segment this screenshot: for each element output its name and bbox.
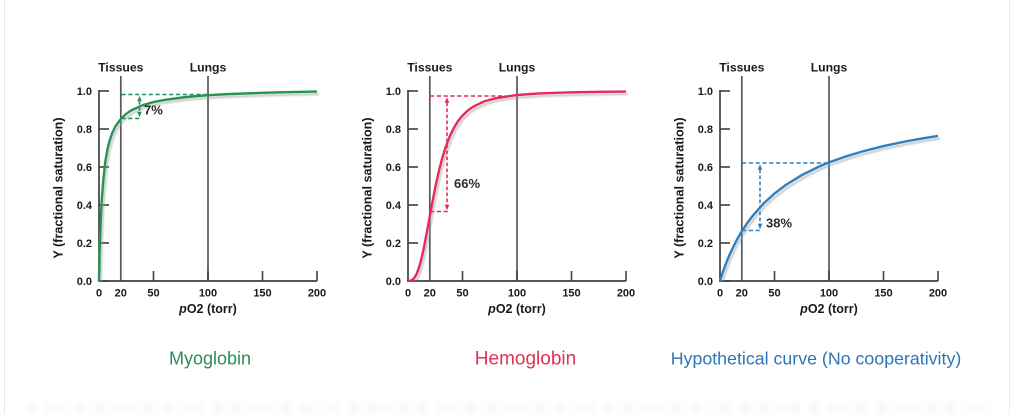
svg-text:0.8: 0.8 [698,124,713,136]
svg-text:0.4: 0.4 [77,200,93,212]
svg-text:1.0: 1.0 [386,86,401,98]
svg-text:0.6: 0.6 [77,162,92,174]
svg-text:Y (fractional saturation): Y (fractional saturation) [673,117,687,258]
svg-text:50: 50 [768,288,780,300]
svg-text:7%: 7% [144,103,163,118]
svg-text:0.2: 0.2 [698,238,713,250]
svg-text:Lungs: Lungs [499,61,536,75]
svg-text:Lungs: Lungs [811,61,848,75]
svg-text:20: 20 [424,288,436,300]
svg-text:1.0: 1.0 [77,86,92,98]
svg-text:Y (fractional saturation): Y (fractional saturation) [52,117,66,258]
svg-text:0.0: 0.0 [386,276,401,288]
svg-text:150: 150 [562,288,580,300]
svg-text:Lungs: Lungs [190,61,227,75]
svg-text:pO2 (torr): pO2 (torr) [799,302,858,316]
svg-text:Tissues: Tissues [719,61,764,75]
svg-text:0.2: 0.2 [77,238,92,250]
svg-text:0.6: 0.6 [698,162,713,174]
svg-text:Hypothetical curve (No coopera: Hypothetical curve (No cooperativity) [671,349,962,369]
svg-text:0.2: 0.2 [386,238,401,250]
svg-text:pO2 (torr): pO2 (torr) [178,302,237,316]
svg-text:0: 0 [717,288,723,300]
svg-text:0.0: 0.0 [77,276,92,288]
svg-text:0: 0 [96,288,102,300]
svg-text:0.4: 0.4 [698,200,714,212]
svg-text:100: 100 [199,288,217,300]
svg-text:1.0: 1.0 [698,86,713,98]
svg-text:66%: 66% [454,176,480,191]
svg-text:50: 50 [147,288,159,300]
svg-text:20: 20 [736,288,748,300]
svg-text:Tissues: Tissues [407,61,452,75]
svg-text:0.8: 0.8 [386,124,401,136]
svg-text:0.8: 0.8 [77,124,92,136]
svg-text:200: 200 [617,288,635,300]
svg-text:200: 200 [308,288,326,300]
svg-text:0.4: 0.4 [386,200,402,212]
svg-text:Tissues: Tissues [98,61,143,75]
svg-text:Myoglobin: Myoglobin [169,349,251,369]
svg-text:pO2 (torr): pO2 (torr) [487,302,546,316]
svg-text:0: 0 [405,288,411,300]
svg-text:20: 20 [115,288,127,300]
svg-text:0.0: 0.0 [698,276,713,288]
svg-text:Hemoglobin: Hemoglobin [475,349,576,370]
svg-text:Y (fractional saturation): Y (fractional saturation) [361,117,375,258]
svg-text:100: 100 [508,288,526,300]
svg-text:38%: 38% [766,216,792,231]
svg-text:0.6: 0.6 [386,162,401,174]
svg-text:100: 100 [820,288,838,300]
svg-text:150: 150 [874,288,892,300]
svg-text:200: 200 [929,288,947,300]
svg-text:50: 50 [456,288,468,300]
svg-text:150: 150 [253,288,271,300]
